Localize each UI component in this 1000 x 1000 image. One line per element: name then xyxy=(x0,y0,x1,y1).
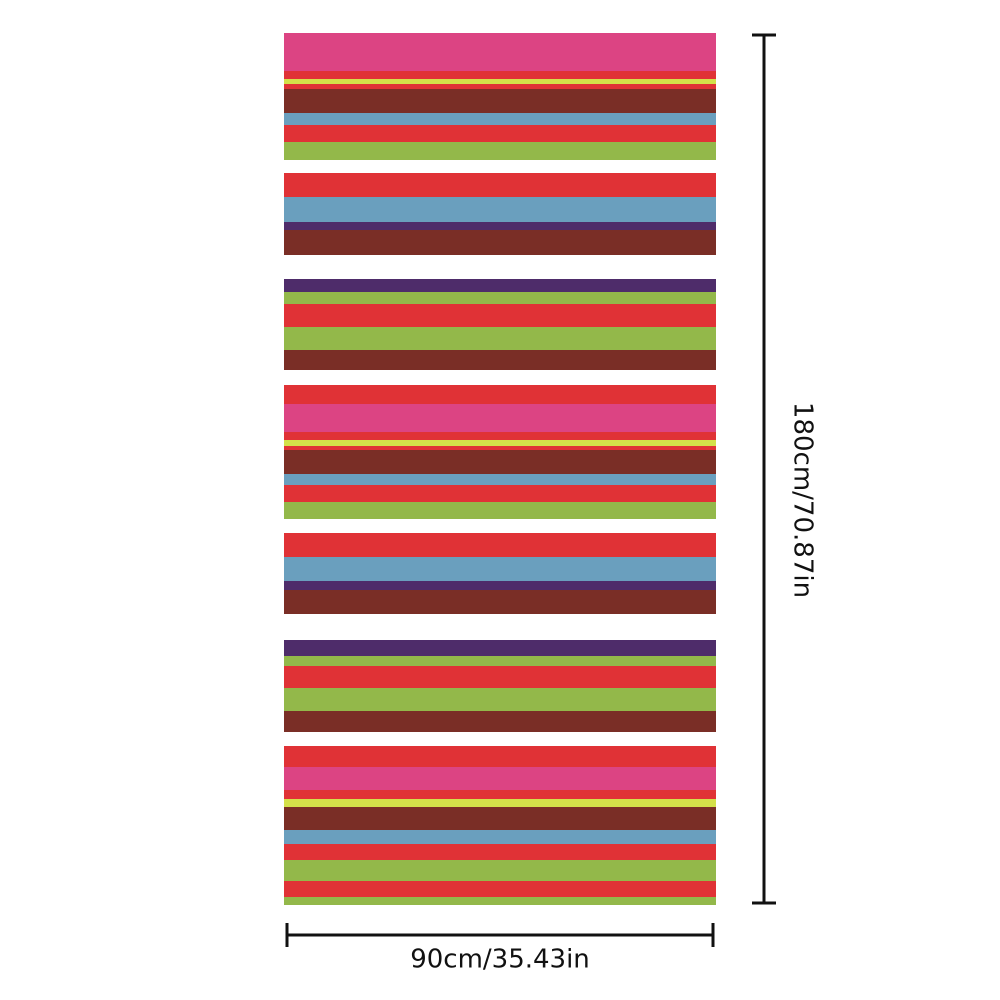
width-dimension xyxy=(285,923,715,947)
height-dimension xyxy=(752,33,776,905)
stripe xyxy=(284,446,716,450)
stripe xyxy=(284,711,716,732)
stripe xyxy=(284,113,716,125)
stripe xyxy=(284,485,716,502)
stripe xyxy=(284,222,716,230)
stripe xyxy=(284,474,716,485)
stripe xyxy=(284,860,716,881)
stripe xyxy=(284,89,716,113)
stripe xyxy=(284,881,716,897)
stripe xyxy=(284,557,716,581)
stripe xyxy=(284,404,716,432)
stripe xyxy=(284,807,716,830)
stripe xyxy=(284,502,716,519)
stripe xyxy=(284,533,716,557)
stripe xyxy=(284,746,716,767)
stripe xyxy=(284,830,716,844)
stripe xyxy=(284,844,716,860)
stripe xyxy=(284,656,716,666)
stripe xyxy=(284,279,716,292)
stripe xyxy=(284,230,716,255)
stripe xyxy=(284,440,716,446)
stripe xyxy=(284,79,716,84)
stripe xyxy=(284,581,716,590)
width-label: 90cm/35.43in xyxy=(410,945,590,975)
stripe xyxy=(284,292,716,304)
stripe xyxy=(284,33,716,71)
striped-panels xyxy=(284,33,716,905)
stripe xyxy=(284,688,716,711)
stripe xyxy=(284,640,716,656)
stripe xyxy=(284,304,716,327)
stripe xyxy=(284,385,716,404)
stripe xyxy=(284,432,716,440)
stripe xyxy=(284,142,716,160)
stripe xyxy=(284,666,716,688)
stripe xyxy=(284,799,716,807)
height-label: 180cm/70.87in xyxy=(788,402,818,598)
stripe xyxy=(284,173,716,197)
stripe xyxy=(284,590,716,614)
stripe xyxy=(284,790,716,799)
stripe xyxy=(284,125,716,142)
stripe xyxy=(284,84,716,89)
stripe xyxy=(284,450,716,474)
stripe xyxy=(284,350,716,370)
stripe xyxy=(284,767,716,790)
stripe xyxy=(284,197,716,222)
stripe xyxy=(284,897,716,905)
stripe xyxy=(284,327,716,350)
stripe xyxy=(284,71,716,79)
